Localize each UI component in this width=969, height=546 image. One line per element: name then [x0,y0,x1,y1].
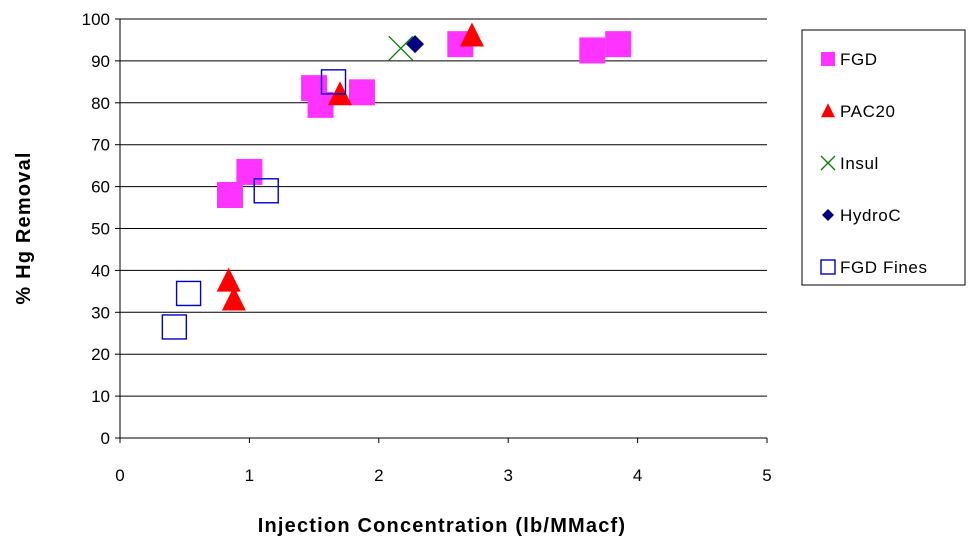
legend-label-pac20: PAC20 [840,102,896,121]
y-tick-label: 10 [91,387,110,406]
y-axis-title: % Hg Removal [13,151,35,304]
axes [115,18,768,443]
legend-label-fgd-fines: FGD Fines [840,258,928,277]
y-tick-label: 30 [91,303,110,322]
point-hydroc [406,35,425,54]
y-tick-label: 90 [91,52,110,71]
y-tick-label: 60 [91,178,110,197]
point-fgd-fines [253,178,279,204]
x-tick-label: 0 [115,466,124,485]
data-points [161,22,632,340]
legend-label-hydroc: HydroC [840,206,901,225]
y-tick-label: 80 [91,94,110,113]
x-tick-label: 4 [633,466,642,485]
point-pac20 [221,286,246,311]
point-fgd [605,31,632,58]
legend-label-insul: Insul [840,154,879,173]
x-axis-title: Injection Concentration (lb/MMacf) [258,515,627,537]
x-tick-label: 1 [245,466,254,485]
y-tick-label: 100 [82,10,110,29]
point-fgd-fines [175,280,202,307]
legend-box [801,29,966,286]
point-insul [388,35,414,61]
point-fgd-fines [320,69,347,95]
x-tick-labels: 0 1 2 3 4 5 [115,466,771,485]
y-tick-label: 70 [91,136,110,155]
x-tick-label: 2 [374,466,383,485]
legend-marker-fgd [821,52,835,66]
x-tick-label: 5 [762,466,771,485]
legend-label-fgd: FGD [840,50,878,69]
y-tick-labels: 0 10 20 30 40 50 60 70 80 90 100 [82,10,110,448]
point-fgd [216,181,243,208]
x-tick-label: 3 [503,466,512,485]
y-tick-label: 40 [91,261,110,280]
legend-marker-pac20 [821,103,835,118]
point-fgd [348,79,375,106]
legend-marker-fgd-fines [820,259,836,275]
y-tick-label: 0 [101,429,110,448]
point-fgd [236,158,263,185]
y-tick-label: 50 [91,220,110,239]
point-pac20 [216,267,241,292]
point-fgd-fines [161,314,188,340]
legend: FGD PAC20 Insul HydroC FGD Fines [801,29,966,286]
point-pac20 [459,22,484,47]
point-fgd [579,37,606,64]
y-tick-label: 20 [91,345,110,364]
legend-marker-insul [820,155,836,171]
legend-marker-hydroc [822,209,834,221]
